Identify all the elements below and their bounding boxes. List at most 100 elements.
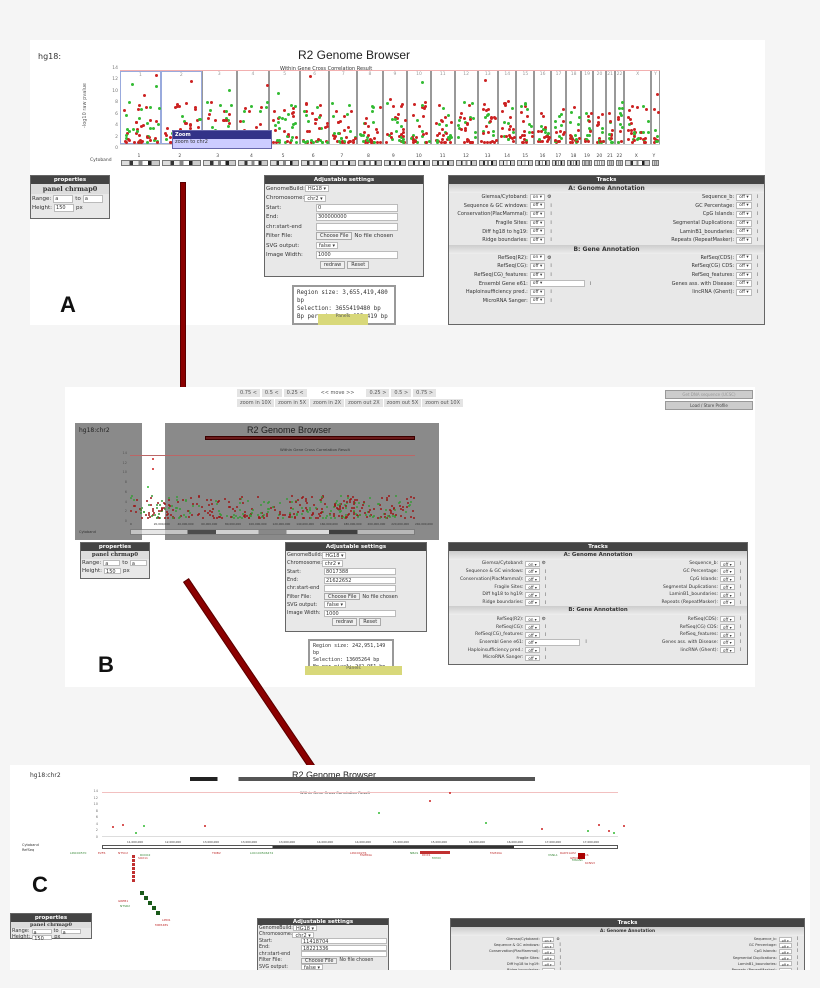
gene-label[interactable]: NTSR2 [120, 903, 130, 908]
info-icon[interactable]: i [739, 616, 741, 623]
info-icon[interactable]: i [544, 591, 547, 598]
chr-range-input[interactable] [301, 951, 387, 958]
gene-block[interactable] [132, 875, 135, 878]
image-width-input[interactable]: 1000 [324, 609, 396, 617]
gene-block[interactable] [132, 863, 135, 866]
chromosome-column-8[interactable]: 8 [357, 71, 383, 144]
track-select[interactable]: off ▾ [720, 568, 735, 575]
chr2-browser-image[interactable]: hg18:chr2 R2 Genome Browser Within Gene … [75, 423, 439, 540]
chromosome-column-5[interactable]: 5 [269, 71, 300, 144]
chromosome-column-9[interactable]: 9 [382, 71, 408, 144]
cytoband-chr-18[interactable] [567, 160, 581, 166]
chromosome-select[interactable]: chr2 ▾ [321, 559, 344, 567]
info-icon[interactable]: i [756, 263, 758, 270]
track-select[interactable]: on ▾ [525, 616, 540, 623]
cytoband-chr-10[interactable] [408, 160, 430, 166]
track-select[interactable]: off ▾ [525, 591, 540, 598]
region-scatter-plot[interactable] [102, 792, 626, 837]
zoom-button[interactable]: zoom in 2X [310, 399, 345, 407]
zoom-button[interactable]: zoom in 10X [237, 399, 275, 407]
track-select[interactable]: off ▾ [736, 271, 752, 279]
end-input[interactable]: 21622652 [324, 576, 396, 584]
start-input[interactable]: 11418704 [301, 938, 387, 945]
track-select[interactable]: off ▾ [529, 271, 546, 279]
range-from-input[interactable]: a [103, 560, 121, 567]
move-left-button[interactable]: 0.75 < [237, 389, 260, 397]
track-select[interactable]: off ▾ [529, 202, 546, 210]
zoom-button[interactable]: zoom out 10X [422, 399, 464, 407]
cytoband-chr-9[interactable] [383, 160, 407, 166]
info-icon[interactable]: i [739, 647, 741, 654]
track-select[interactable]: off ▾ [525, 639, 581, 646]
track-select[interactable]: off ▾ [525, 623, 540, 631]
redraw-button[interactable]: redraw [319, 260, 346, 269]
track-select[interactable]: off ▾ [529, 210, 546, 218]
info-icon[interactable]: i [544, 568, 547, 575]
zoom-button[interactable]: zoom out 5X [383, 399, 422, 407]
chromosome-column-20[interactable]: 20 [593, 71, 606, 144]
info-icon[interactable]: i [589, 280, 592, 287]
info-icon[interactable]: i [550, 220, 552, 227]
info-icon[interactable]: i [739, 639, 741, 646]
info-icon[interactable]: i [559, 948, 561, 955]
chromosome-select[interactable]: chr2 ▾ [292, 931, 314, 939]
track-select[interactable]: off ▾ [529, 228, 546, 236]
cytoband-track[interactable]: 1 2 3 4 5 6 7 8 9 10 11 12 13 14 15 16 17 18 19 20 21 22 X Y [120, 154, 660, 168]
zoom-tooltip[interactable]: Zoom zoom to chr2 [172, 130, 272, 149]
info-icon[interactable]: i [559, 954, 561, 961]
move-right-button[interactable]: 0.5 > [391, 389, 412, 397]
move-right-button[interactable]: 0.75 > [413, 389, 437, 397]
info-icon[interactable]: i [739, 624, 741, 630]
info-icon[interactable]: i [739, 560, 741, 567]
info-icon[interactable]: i [550, 237, 552, 244]
refseq-gene-track[interactable]: LINC00570 E2F6 NT5C2 ROCK2 SOX11 TRIB2 LOC1005… [70, 851, 630, 927]
info-icon[interactable]: i [756, 211, 758, 218]
chromosome-column-Y[interactable]: Y [651, 71, 660, 144]
track-select[interactable]: off ▾ [720, 576, 735, 583]
info-icon[interactable]: i [739, 576, 741, 583]
cytoband-chr-12[interactable] [455, 160, 477, 166]
chromosome-select[interactable]: chr2 ▾ [304, 194, 326, 202]
svg-output-select[interactable]: false ▾ [316, 242, 339, 250]
track-select[interactable]: off ▾ [736, 280, 752, 288]
cytoband-track[interactable] [102, 845, 618, 849]
track-select[interactable]: off ▾ [736, 210, 752, 218]
info-icon[interactable]: i [585, 639, 587, 646]
gene-block[interactable] [132, 855, 135, 858]
gene-label[interactable]: E2F6 [98, 851, 106, 855]
cytoband-chr-6[interactable] [301, 160, 329, 166]
info-icon[interactable]: i [796, 942, 798, 949]
gene-label[interactable]: KCNS3 [585, 860, 595, 865]
info-icon[interactable]: i [739, 568, 741, 575]
chromosome-column-18[interactable]: 18 [566, 71, 582, 144]
gene-label[interactable]: TRIB2 [212, 851, 221, 855]
cytoband-chr-X[interactable] [625, 160, 650, 166]
track-select[interactable]: off ▾ [525, 599, 540, 606]
chromosome-ideogram[interactable] [190, 777, 535, 781]
gene-block[interactable] [140, 891, 144, 895]
info-icon[interactable]: i [739, 584, 741, 591]
track-select[interactable]: off ▾ [525, 654, 540, 662]
cytoband-chr-22[interactable] [615, 160, 624, 166]
gene-label[interactable]: DDX1 [422, 853, 431, 858]
track-select[interactable]: on ▾ [541, 942, 555, 949]
track-select[interactable]: off ▾ [778, 936, 792, 943]
track-select[interactable]: off ▾ [720, 583, 735, 591]
cytoband-chr-14[interactable] [499, 160, 516, 166]
chromosome-column-3[interactable]: 3 [201, 71, 237, 144]
info-icon[interactable]: i [756, 228, 758, 235]
gene-block[interactable] [148, 901, 152, 905]
start-input[interactable]: 0 [316, 203, 398, 212]
track-select[interactable]: off ▾ [778, 948, 792, 955]
track-select[interactable]: off ▾ [720, 623, 735, 631]
gene-block[interactable] [132, 867, 135, 870]
info-icon[interactable]: i [559, 942, 561, 949]
gene-block[interactable] [152, 906, 156, 910]
gene-label[interactable]: MSGN1 [572, 858, 583, 863]
gene-label[interactable]: VSNL1 [548, 853, 558, 858]
get-dna-button[interactable]: Get DNA sequence (UCSC) [665, 390, 753, 399]
end-input[interactable]: 300000000 [316, 213, 398, 222]
gene-label[interactable]: LINC00570 [70, 851, 87, 855]
move-left-button[interactable]: 0.25 < [283, 389, 307, 397]
cytoband-chr-20[interactable] [594, 160, 605, 166]
